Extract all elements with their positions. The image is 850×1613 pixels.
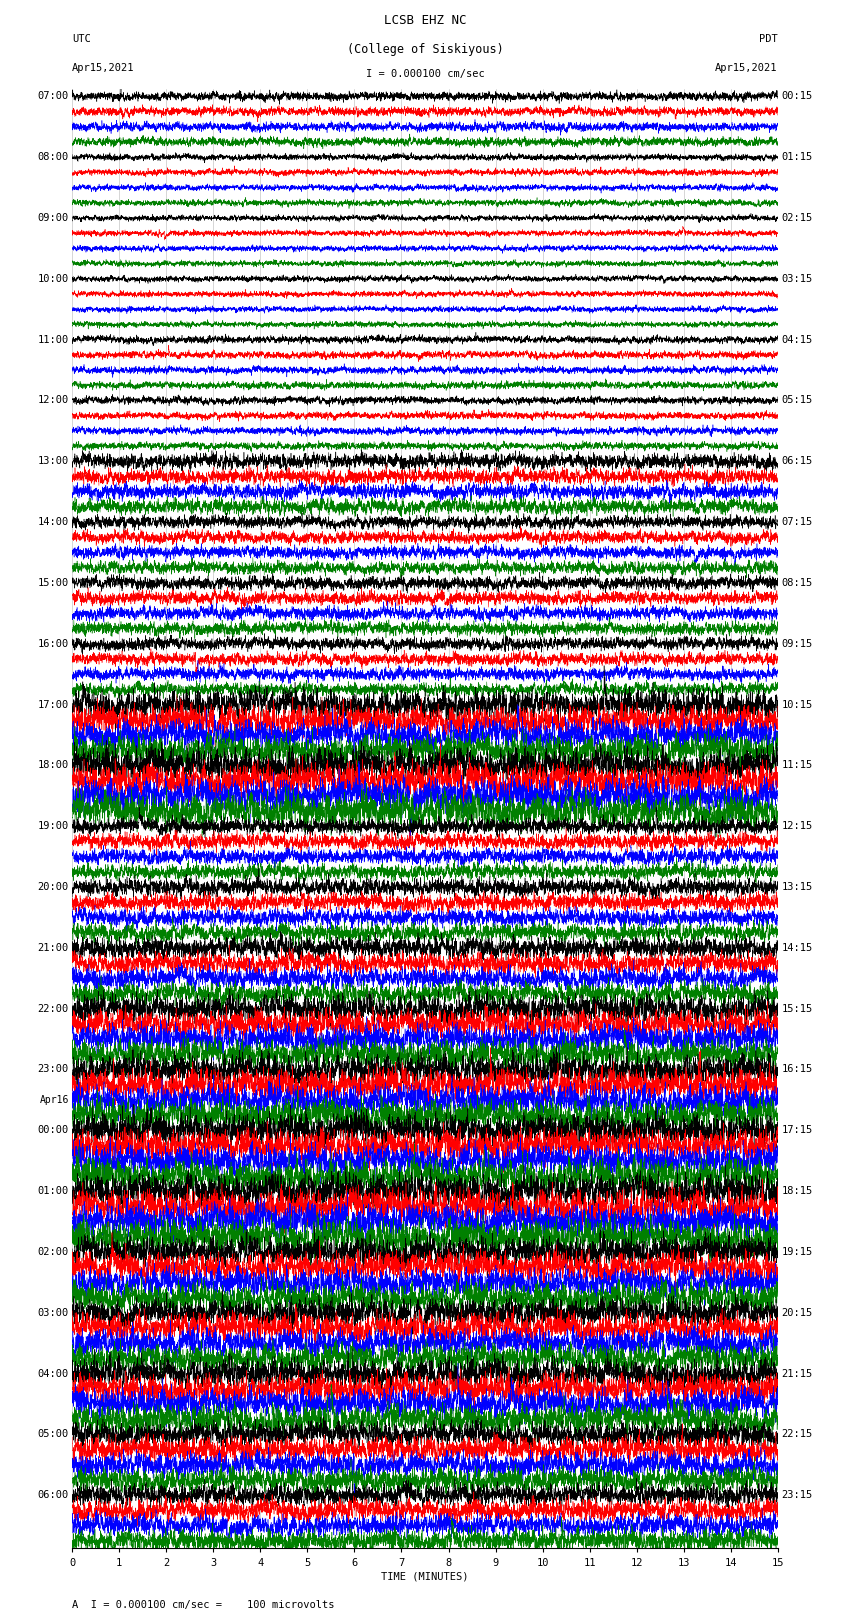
Text: 15:00: 15:00: [37, 577, 69, 587]
Text: 09:15: 09:15: [781, 639, 813, 648]
Text: 10:00: 10:00: [37, 274, 69, 284]
Text: 12:15: 12:15: [781, 821, 813, 831]
Text: 23:00: 23:00: [37, 1065, 69, 1074]
Text: 22:00: 22:00: [37, 1003, 69, 1013]
Text: 19:15: 19:15: [781, 1247, 813, 1257]
Text: 20:15: 20:15: [781, 1308, 813, 1318]
Text: 13:15: 13:15: [781, 882, 813, 892]
Text: LCSB EHZ NC: LCSB EHZ NC: [383, 15, 467, 27]
Text: 15:15: 15:15: [781, 1003, 813, 1013]
Text: 22:15: 22:15: [781, 1429, 813, 1439]
Text: 04:15: 04:15: [781, 334, 813, 345]
Text: 18:00: 18:00: [37, 760, 69, 771]
Text: 06:00: 06:00: [37, 1490, 69, 1500]
Text: 00:00: 00:00: [37, 1126, 69, 1136]
Text: 16:15: 16:15: [781, 1065, 813, 1074]
Text: 03:00: 03:00: [37, 1308, 69, 1318]
Text: 20:00: 20:00: [37, 882, 69, 892]
Text: Apr15,2021: Apr15,2021: [715, 63, 778, 73]
Text: 05:15: 05:15: [781, 395, 813, 405]
Text: 08:15: 08:15: [781, 577, 813, 587]
Text: 21:15: 21:15: [781, 1368, 813, 1379]
Text: 11:00: 11:00: [37, 334, 69, 345]
Text: 03:15: 03:15: [781, 274, 813, 284]
Text: 09:00: 09:00: [37, 213, 69, 223]
Text: 10:15: 10:15: [781, 700, 813, 710]
Text: Apr16: Apr16: [39, 1095, 69, 1105]
Text: 07:15: 07:15: [781, 518, 813, 527]
Text: 01:15: 01:15: [781, 152, 813, 163]
Text: 14:00: 14:00: [37, 518, 69, 527]
Text: PDT: PDT: [759, 34, 778, 44]
Text: 07:00: 07:00: [37, 92, 69, 102]
Text: Apr15,2021: Apr15,2021: [72, 63, 135, 73]
Text: 04:00: 04:00: [37, 1368, 69, 1379]
Text: 02:15: 02:15: [781, 213, 813, 223]
Text: 21:00: 21:00: [37, 944, 69, 953]
Text: 00:15: 00:15: [781, 92, 813, 102]
X-axis label: TIME (MINUTES): TIME (MINUTES): [382, 1571, 468, 1582]
Text: UTC: UTC: [72, 34, 91, 44]
Text: 06:15: 06:15: [781, 456, 813, 466]
Text: 12:00: 12:00: [37, 395, 69, 405]
Text: 08:00: 08:00: [37, 152, 69, 163]
Text: 18:15: 18:15: [781, 1186, 813, 1197]
Text: (College of Siskiyous): (College of Siskiyous): [347, 44, 503, 56]
Text: I = 0.000100 cm/sec: I = 0.000100 cm/sec: [366, 69, 484, 79]
Text: 13:00: 13:00: [37, 456, 69, 466]
Text: 16:00: 16:00: [37, 639, 69, 648]
Text: A  I = 0.000100 cm/sec =    100 microvolts: A I = 0.000100 cm/sec = 100 microvolts: [72, 1600, 335, 1610]
Text: 17:15: 17:15: [781, 1126, 813, 1136]
Text: 14:15: 14:15: [781, 944, 813, 953]
Text: 01:00: 01:00: [37, 1186, 69, 1197]
Text: 23:15: 23:15: [781, 1490, 813, 1500]
Text: 02:00: 02:00: [37, 1247, 69, 1257]
Text: 11:15: 11:15: [781, 760, 813, 771]
Text: 17:00: 17:00: [37, 700, 69, 710]
Text: 05:00: 05:00: [37, 1429, 69, 1439]
Text: 19:00: 19:00: [37, 821, 69, 831]
